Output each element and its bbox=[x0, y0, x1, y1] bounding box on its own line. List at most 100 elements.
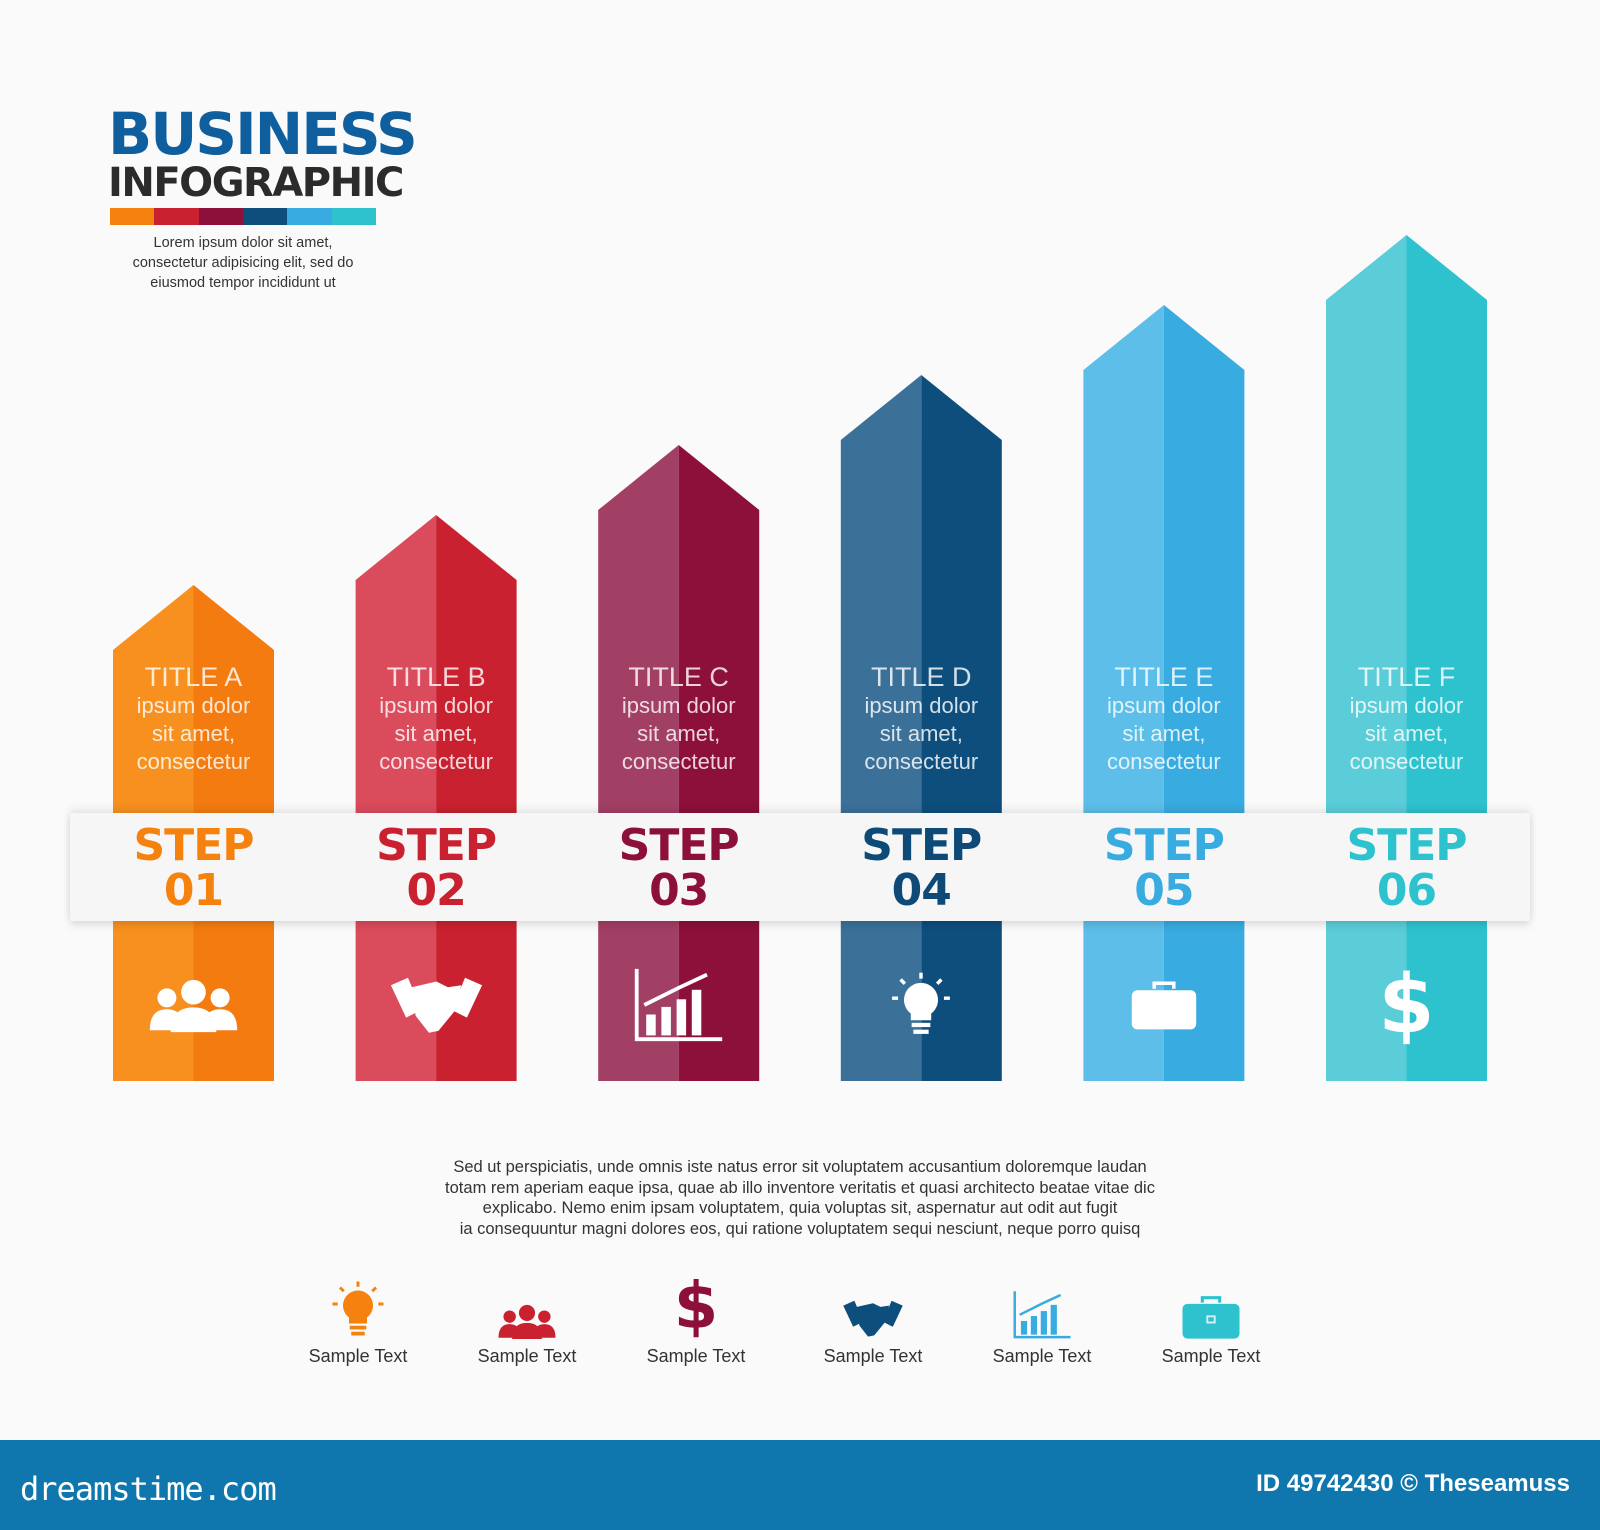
arrow-left-face bbox=[355, 515, 437, 1081]
color-bar-segment bbox=[242, 208, 288, 225]
step-label: STEP 02 bbox=[356, 823, 517, 913]
color-bar-segment bbox=[198, 208, 243, 225]
step-description-line: ipsum dolor bbox=[379, 693, 493, 718]
footer-bar bbox=[0, 1440, 1600, 1530]
step-description-line: sit amet, bbox=[637, 721, 721, 746]
step-title: TITLE B bbox=[386, 662, 486, 692]
handshake-icon bbox=[808, 1270, 938, 1340]
title-business: BUSINESS bbox=[108, 100, 418, 168]
arrow-right-face bbox=[1406, 235, 1487, 1081]
image-credit: ID 49742430 © Theseamuss bbox=[1256, 1470, 1570, 1497]
intro-line: eiusmod tempor incididunt ut bbox=[150, 275, 336, 291]
step-label: STEP 06 bbox=[1326, 823, 1487, 913]
step-word: STEP bbox=[1346, 820, 1467, 871]
step-description-line: sit amet, bbox=[1364, 721, 1449, 746]
step-description-line: consectetur bbox=[621, 749, 736, 774]
step-label: STEP 01 bbox=[113, 823, 274, 913]
paragraph-line: totam rem aperiam eaque ipsa, quae ab il… bbox=[445, 1178, 1155, 1197]
handshake-icon bbox=[356, 965, 517, 1045]
people-icon bbox=[113, 965, 274, 1045]
step-label: STEP 04 bbox=[841, 823, 1002, 913]
intro-line: Lorem ipsum dolor sit amet, bbox=[153, 235, 333, 251]
step-description-line: sit amet, bbox=[151, 721, 236, 746]
legend-label: Sample Text bbox=[823, 1346, 923, 1366]
step-title: TITLE A bbox=[144, 662, 243, 692]
step-number: 05 bbox=[1134, 865, 1194, 916]
step-description-line: consectetur bbox=[1107, 749, 1221, 774]
legend-item[interactable]: Sample Text bbox=[977, 1270, 1107, 1367]
step-description-line: ipsum dolor bbox=[1107, 693, 1221, 718]
growth-chart-icon bbox=[977, 1270, 1107, 1340]
step-word: STEP bbox=[1103, 820, 1225, 871]
paragraph-line: Sed ut perspiciatis, unde omnis iste nat… bbox=[453, 1158, 1147, 1176]
arrow-right-face bbox=[436, 515, 517, 1081]
legend-label: Sample Text bbox=[477, 1346, 577, 1366]
step-word: STEP bbox=[618, 820, 740, 871]
step-label: STEP 05 bbox=[1083, 823, 1244, 913]
step-description-line: consectetur bbox=[379, 749, 493, 774]
color-bar-segment bbox=[110, 208, 155, 225]
step-number: 04 bbox=[891, 865, 952, 916]
step-arrows bbox=[113, 235, 1487, 1081]
step-description-line: sit amet, bbox=[879, 721, 963, 746]
color-bar-segment bbox=[154, 208, 199, 225]
lightbulb-icon bbox=[293, 1270, 423, 1340]
legend-item[interactable]: Sample Text bbox=[808, 1270, 938, 1367]
step-description-line: ipsum dolor bbox=[864, 693, 979, 718]
paragraph-line: ia consequuntur magni dolores eos, qui r… bbox=[459, 1219, 1141, 1238]
dollar-icon: $ bbox=[1378, 957, 1435, 1052]
step-number: 03 bbox=[649, 865, 709, 916]
step-description-line: consectetur bbox=[136, 749, 251, 774]
step-title: TITLE F bbox=[1357, 662, 1456, 692]
step-number: 06 bbox=[1376, 865, 1437, 916]
growth-chart-icon bbox=[598, 965, 759, 1045]
legend-label: Sample Text bbox=[308, 1346, 408, 1366]
step-number: 01 bbox=[163, 865, 224, 916]
legend-label: Sample Text bbox=[646, 1346, 746, 1366]
briefcase-icon bbox=[1146, 1270, 1276, 1340]
legend-item[interactable]: Sample Text bbox=[462, 1270, 592, 1367]
step-word: STEP bbox=[861, 820, 982, 871]
step-description-line: consectetur bbox=[1349, 749, 1464, 774]
dollar-icon: $ bbox=[673, 1270, 719, 1345]
paragraph-line: explicabo. Nemo enim ipsam voluptatem, q… bbox=[482, 1199, 1118, 1217]
dreamstime-logo[interactable]: dreamstime.com bbox=[20, 1470, 277, 1508]
step-description-line: ipsum dolor bbox=[1349, 693, 1464, 718]
step-description-line: ipsum dolor bbox=[621, 693, 736, 718]
step-word: STEP bbox=[133, 820, 254, 871]
step-label: STEP 03 bbox=[598, 823, 759, 913]
step-number: 02 bbox=[406, 865, 466, 916]
legend-label: Sample Text bbox=[1161, 1346, 1261, 1366]
intro-line: consectetur adipisicing elit, sed do bbox=[132, 255, 354, 271]
arrow-left-face bbox=[598, 445, 679, 1081]
step-description-line: sit amet, bbox=[1122, 721, 1206, 746]
arrow-left-face bbox=[1326, 235, 1407, 1081]
legend-item[interactable]: $ Sample Text bbox=[631, 1270, 761, 1367]
intro-text: Lorem ipsum dolor sit amet, consectetur … bbox=[110, 233, 376, 293]
step-word: STEP bbox=[376, 820, 497, 871]
title-infographic: INFOGRAPHIC bbox=[108, 160, 404, 206]
step-description-line: consectetur bbox=[864, 749, 979, 774]
step-title: TITLE E bbox=[1114, 662, 1214, 692]
legend-item[interactable]: Sample Text bbox=[1146, 1270, 1276, 1367]
color-bar-segment bbox=[287, 208, 332, 225]
color-bar bbox=[110, 208, 376, 225]
step-title: TITLE D bbox=[871, 662, 972, 692]
step-band bbox=[70, 813, 1530, 921]
lightbulb-icon bbox=[841, 965, 1002, 1045]
legend-item[interactable]: Sample Text bbox=[293, 1270, 423, 1367]
step-description-line: sit amet, bbox=[394, 721, 478, 746]
step-title: TITLE C bbox=[628, 662, 729, 692]
people-icon bbox=[462, 1270, 592, 1340]
arrow-right-face bbox=[678, 445, 760, 1081]
color-bar-segment bbox=[331, 208, 376, 225]
briefcase-icon bbox=[1083, 965, 1244, 1045]
legend-label: Sample Text bbox=[992, 1346, 1092, 1366]
description-paragraph: Sed ut perspiciatis, unde omnis iste nat… bbox=[300, 1157, 1300, 1239]
